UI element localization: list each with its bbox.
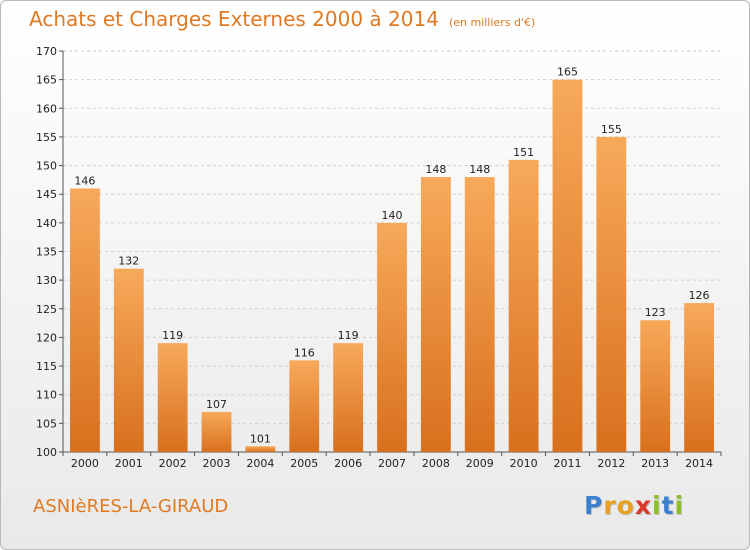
value-label: 165 bbox=[557, 66, 578, 79]
y-tick-labels: 100 105 110 115 120 125 130 135 140 145 150 155 160 1… bbox=[36, 45, 57, 459]
bar-2012 bbox=[596, 136, 627, 452]
x-tick-label: 2006 bbox=[334, 457, 362, 470]
x-tick-label: 2008 bbox=[422, 457, 450, 470]
bar-2014 bbox=[684, 303, 714, 452]
y-tick-label: 110 bbox=[36, 389, 57, 402]
bar-2007 bbox=[377, 222, 407, 452]
place-name: ASNIèRES-LA-GIRAUD bbox=[33, 496, 229, 517]
value-label: 148 bbox=[425, 163, 446, 176]
value-label: 140 bbox=[382, 209, 403, 222]
bar-2005 bbox=[289, 360, 320, 452]
x-tick-label: 2002 bbox=[159, 457, 187, 470]
x-tick-label: 2001 bbox=[115, 457, 143, 470]
value-label: 119 bbox=[338, 329, 359, 342]
y-tick-label: 100 bbox=[36, 446, 57, 459]
value-label: 151 bbox=[513, 146, 534, 159]
value-label: 155 bbox=[601, 123, 622, 136]
bar-2010 bbox=[508, 159, 539, 453]
x-tick-label: 2011 bbox=[553, 457, 581, 470]
chart-title-text: Achats et Charges Externes 2000 à 2014 bbox=[29, 7, 439, 31]
x-tick-label: 2012 bbox=[597, 457, 625, 470]
logo-letter: P bbox=[584, 491, 604, 520]
value-label: 126 bbox=[689, 289, 710, 302]
x-tick-label: 2010 bbox=[510, 457, 538, 470]
y-tick-label: 170 bbox=[36, 45, 57, 58]
y-tick-label: 105 bbox=[36, 417, 57, 430]
value-label: 107 bbox=[206, 398, 227, 411]
value-label: 101 bbox=[250, 432, 271, 445]
bar-2000 bbox=[70, 188, 100, 452]
x-tick-label: 2000 bbox=[71, 457, 99, 470]
chart-subtitle: (en milliers d'€) bbox=[448, 16, 536, 29]
logo-letter: x bbox=[634, 491, 652, 520]
y-tick-label: 155 bbox=[36, 131, 57, 144]
y-tick-label: 165 bbox=[36, 74, 57, 87]
value-label: 116 bbox=[294, 346, 315, 359]
bar-2008 bbox=[420, 177, 451, 452]
logo-letter: o bbox=[616, 491, 635, 520]
logo-letter: i bbox=[652, 491, 662, 520]
value-label: 146 bbox=[74, 174, 95, 187]
bar-2002 bbox=[157, 343, 188, 452]
logo-letter: t bbox=[661, 491, 675, 520]
bar-2009 bbox=[464, 177, 495, 452]
x-tick-label: 2009 bbox=[466, 457, 494, 470]
x-tick-label: 2014 bbox=[685, 457, 713, 470]
bar-2001 bbox=[113, 268, 144, 452]
bar-2006 bbox=[333, 343, 364, 452]
x-tick-label: 2013 bbox=[641, 457, 669, 470]
x-tick-label: 2003 bbox=[203, 457, 231, 470]
x-tick-label: 2005 bbox=[290, 457, 318, 470]
y-tick-label: 160 bbox=[36, 102, 57, 115]
y-tick-label: 120 bbox=[36, 331, 57, 344]
y-tick-label: 150 bbox=[36, 160, 57, 173]
chart-title: Achats et Charges Externes 2000 à 2014 (e… bbox=[29, 7, 535, 31]
bar-2011 bbox=[552, 79, 583, 453]
value-label: 148 bbox=[469, 163, 490, 176]
bar-2003 bbox=[201, 411, 232, 452]
value-labels: 146 132 119 107 101 116 119 140 148 148 151 165 155 1… bbox=[74, 66, 709, 446]
value-label: 132 bbox=[118, 255, 139, 268]
bar-2013 bbox=[640, 320, 671, 452]
x-tick-label: 2004 bbox=[246, 457, 274, 470]
x-tick-label: 2007 bbox=[378, 457, 406, 470]
value-label: 123 bbox=[645, 306, 666, 319]
logo-letter: i bbox=[674, 491, 685, 520]
y-tick-label: 125 bbox=[36, 303, 57, 316]
logo-letter: r bbox=[603, 491, 617, 520]
bars bbox=[70, 79, 714, 453]
value-label: 119 bbox=[162, 329, 183, 342]
y-tick-label: 130 bbox=[36, 274, 57, 287]
x-tick-labels: 2000 2001 2002 2003 2004 2005 2006 2007 2008 2009… bbox=[71, 457, 713, 470]
y-tick-label: 140 bbox=[36, 217, 57, 230]
y-tick-label: 145 bbox=[36, 188, 57, 201]
bar-2004 bbox=[245, 446, 276, 452]
y-tick-label: 135 bbox=[36, 246, 57, 259]
proxiti-logo: Proxiti bbox=[584, 491, 684, 520]
y-tick-label: 115 bbox=[36, 360, 57, 373]
